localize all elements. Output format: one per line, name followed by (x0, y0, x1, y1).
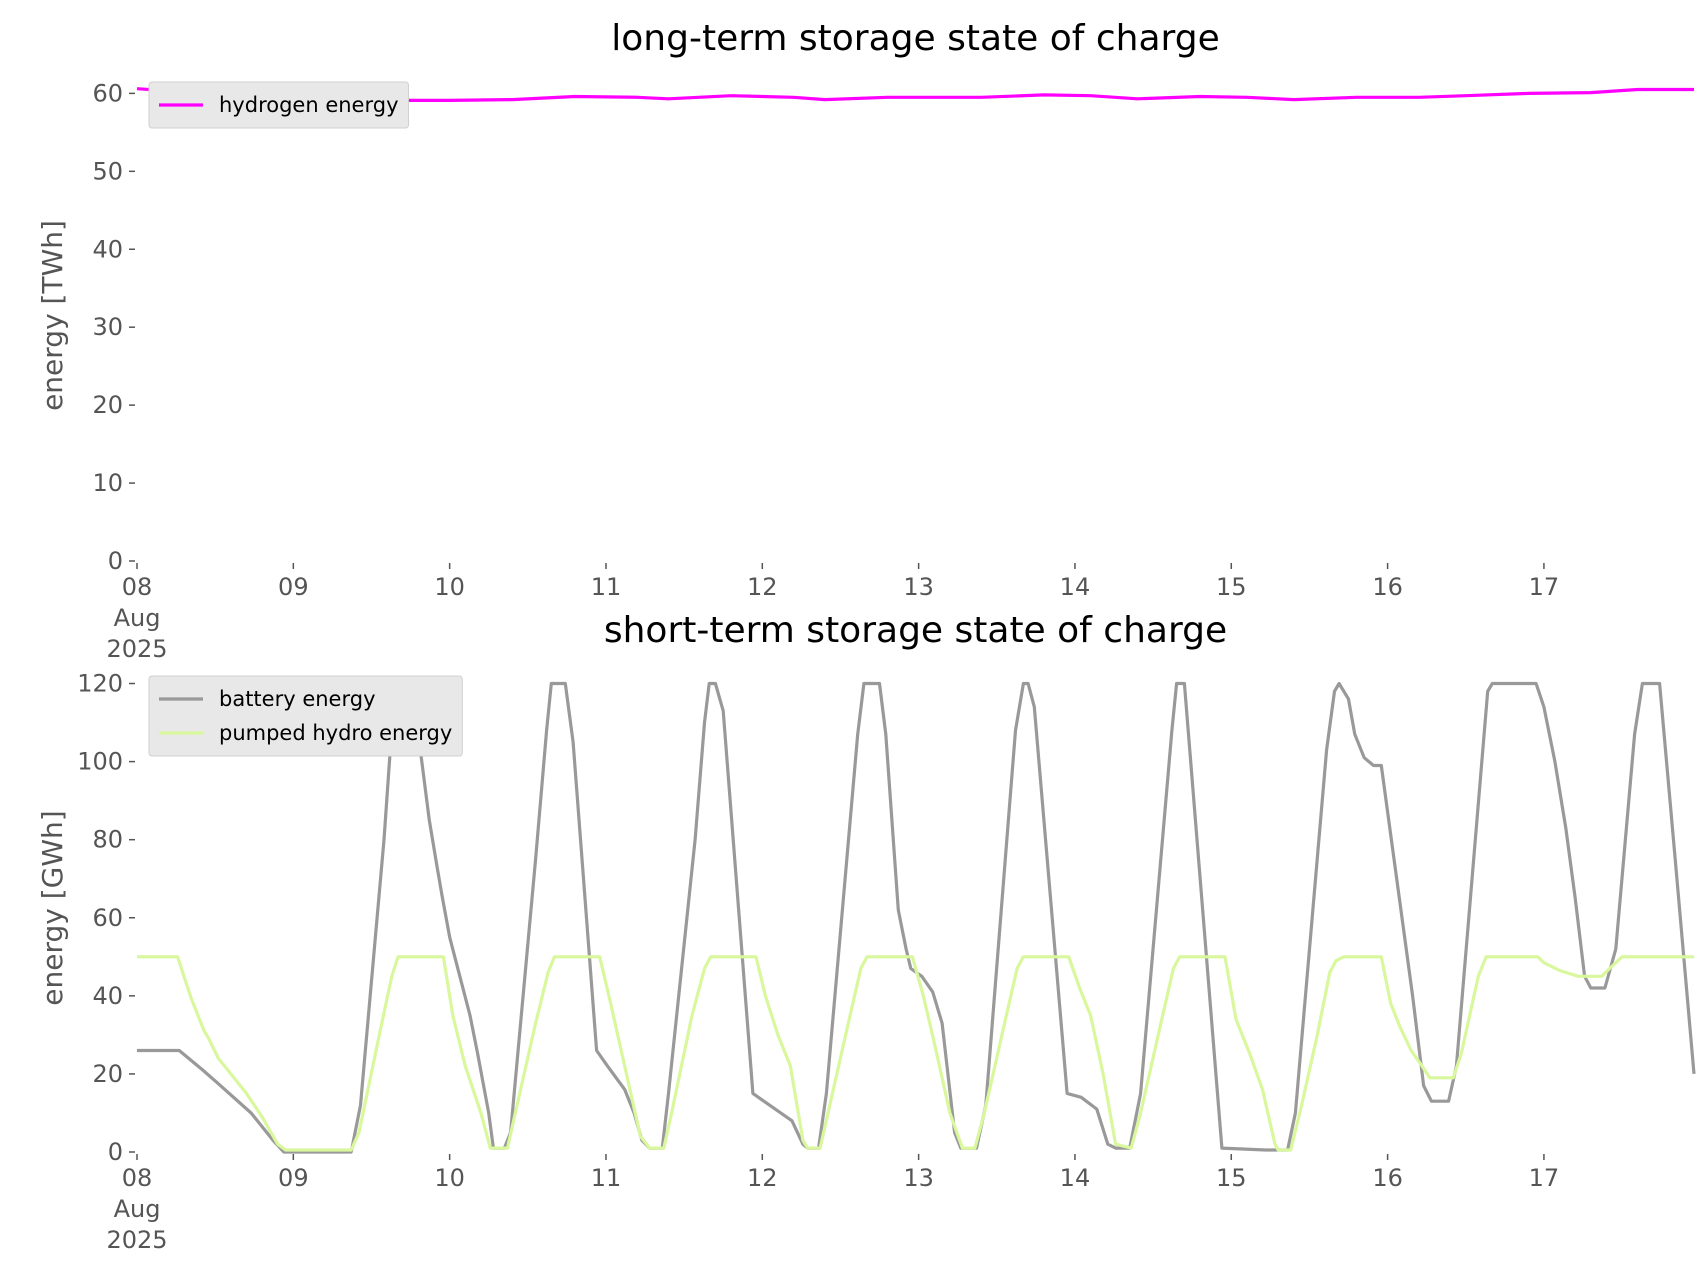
x-tick-label: 14 (1060, 1164, 1091, 1192)
x-tick-label: 12 (747, 573, 778, 601)
legend-box (148, 81, 409, 129)
y-tick-label: 50 (92, 157, 123, 185)
x-tick-label: 10 (434, 573, 465, 601)
chart-title: long-term storage state of charge (611, 18, 1219, 59)
y-tick-label: 100 (77, 748, 123, 776)
y-tick-label: 60 (92, 904, 123, 932)
y-tick-label: 30 (92, 313, 123, 341)
y-tick-label: 0 (108, 547, 123, 575)
x-tick-label: 08 Aug 2025 (106, 573, 167, 663)
series-line (136, 87, 1694, 102)
legend: battery energy pumped hydro energy (148, 675, 463, 757)
x-tick-label: 08 Aug 2025 (106, 1164, 167, 1254)
y-tick-label: 80 (92, 826, 123, 854)
x-tick-label: 16 (1372, 573, 1403, 601)
x-tick-label: 10 (434, 1164, 465, 1192)
x-tick-label: 15 (1216, 1164, 1247, 1192)
x-tick-label: 15 (1216, 573, 1247, 601)
x-tick-label: 11 (591, 573, 622, 601)
chart-title: short-term storage state of charge (604, 610, 1227, 651)
x-tick-label: 09 (278, 573, 309, 601)
y-tick-label: 10 (92, 469, 123, 497)
x-tick-label: 13 (903, 573, 934, 601)
x-tick-label: 12 (747, 1164, 778, 1192)
legend-box (148, 675, 463, 757)
y-axis-label: energy [TWh] (36, 220, 69, 411)
x-tick-label: 17 (1529, 573, 1560, 601)
y-tick-label: 0 (108, 1138, 123, 1166)
legend-label: pumped hydro energy (219, 721, 452, 745)
legend-label: battery energy (219, 687, 376, 711)
y-tick-label: 40 (92, 235, 123, 263)
legend-label: hydrogen energy (219, 93, 399, 117)
x-tick-label: 09 (278, 1164, 309, 1192)
x-tick-label: 17 (1529, 1164, 1560, 1192)
y-tick-label: 40 (92, 982, 123, 1010)
x-tick-label: 13 (903, 1164, 934, 1192)
y-tick-label: 20 (92, 1060, 123, 1088)
series-line (137, 955, 1694, 1152)
legend: hydrogen energy (148, 81, 409, 129)
y-axis-label: energy [GWh] (36, 810, 69, 1005)
y-tick-label: 20 (92, 391, 123, 419)
x-tick-label: 16 (1372, 1164, 1403, 1192)
x-tick-label: 11 (591, 1164, 622, 1192)
y-tick-label: 120 (77, 670, 123, 698)
y-tick-label: 60 (92, 79, 123, 107)
x-tick-label: 14 (1060, 573, 1091, 601)
